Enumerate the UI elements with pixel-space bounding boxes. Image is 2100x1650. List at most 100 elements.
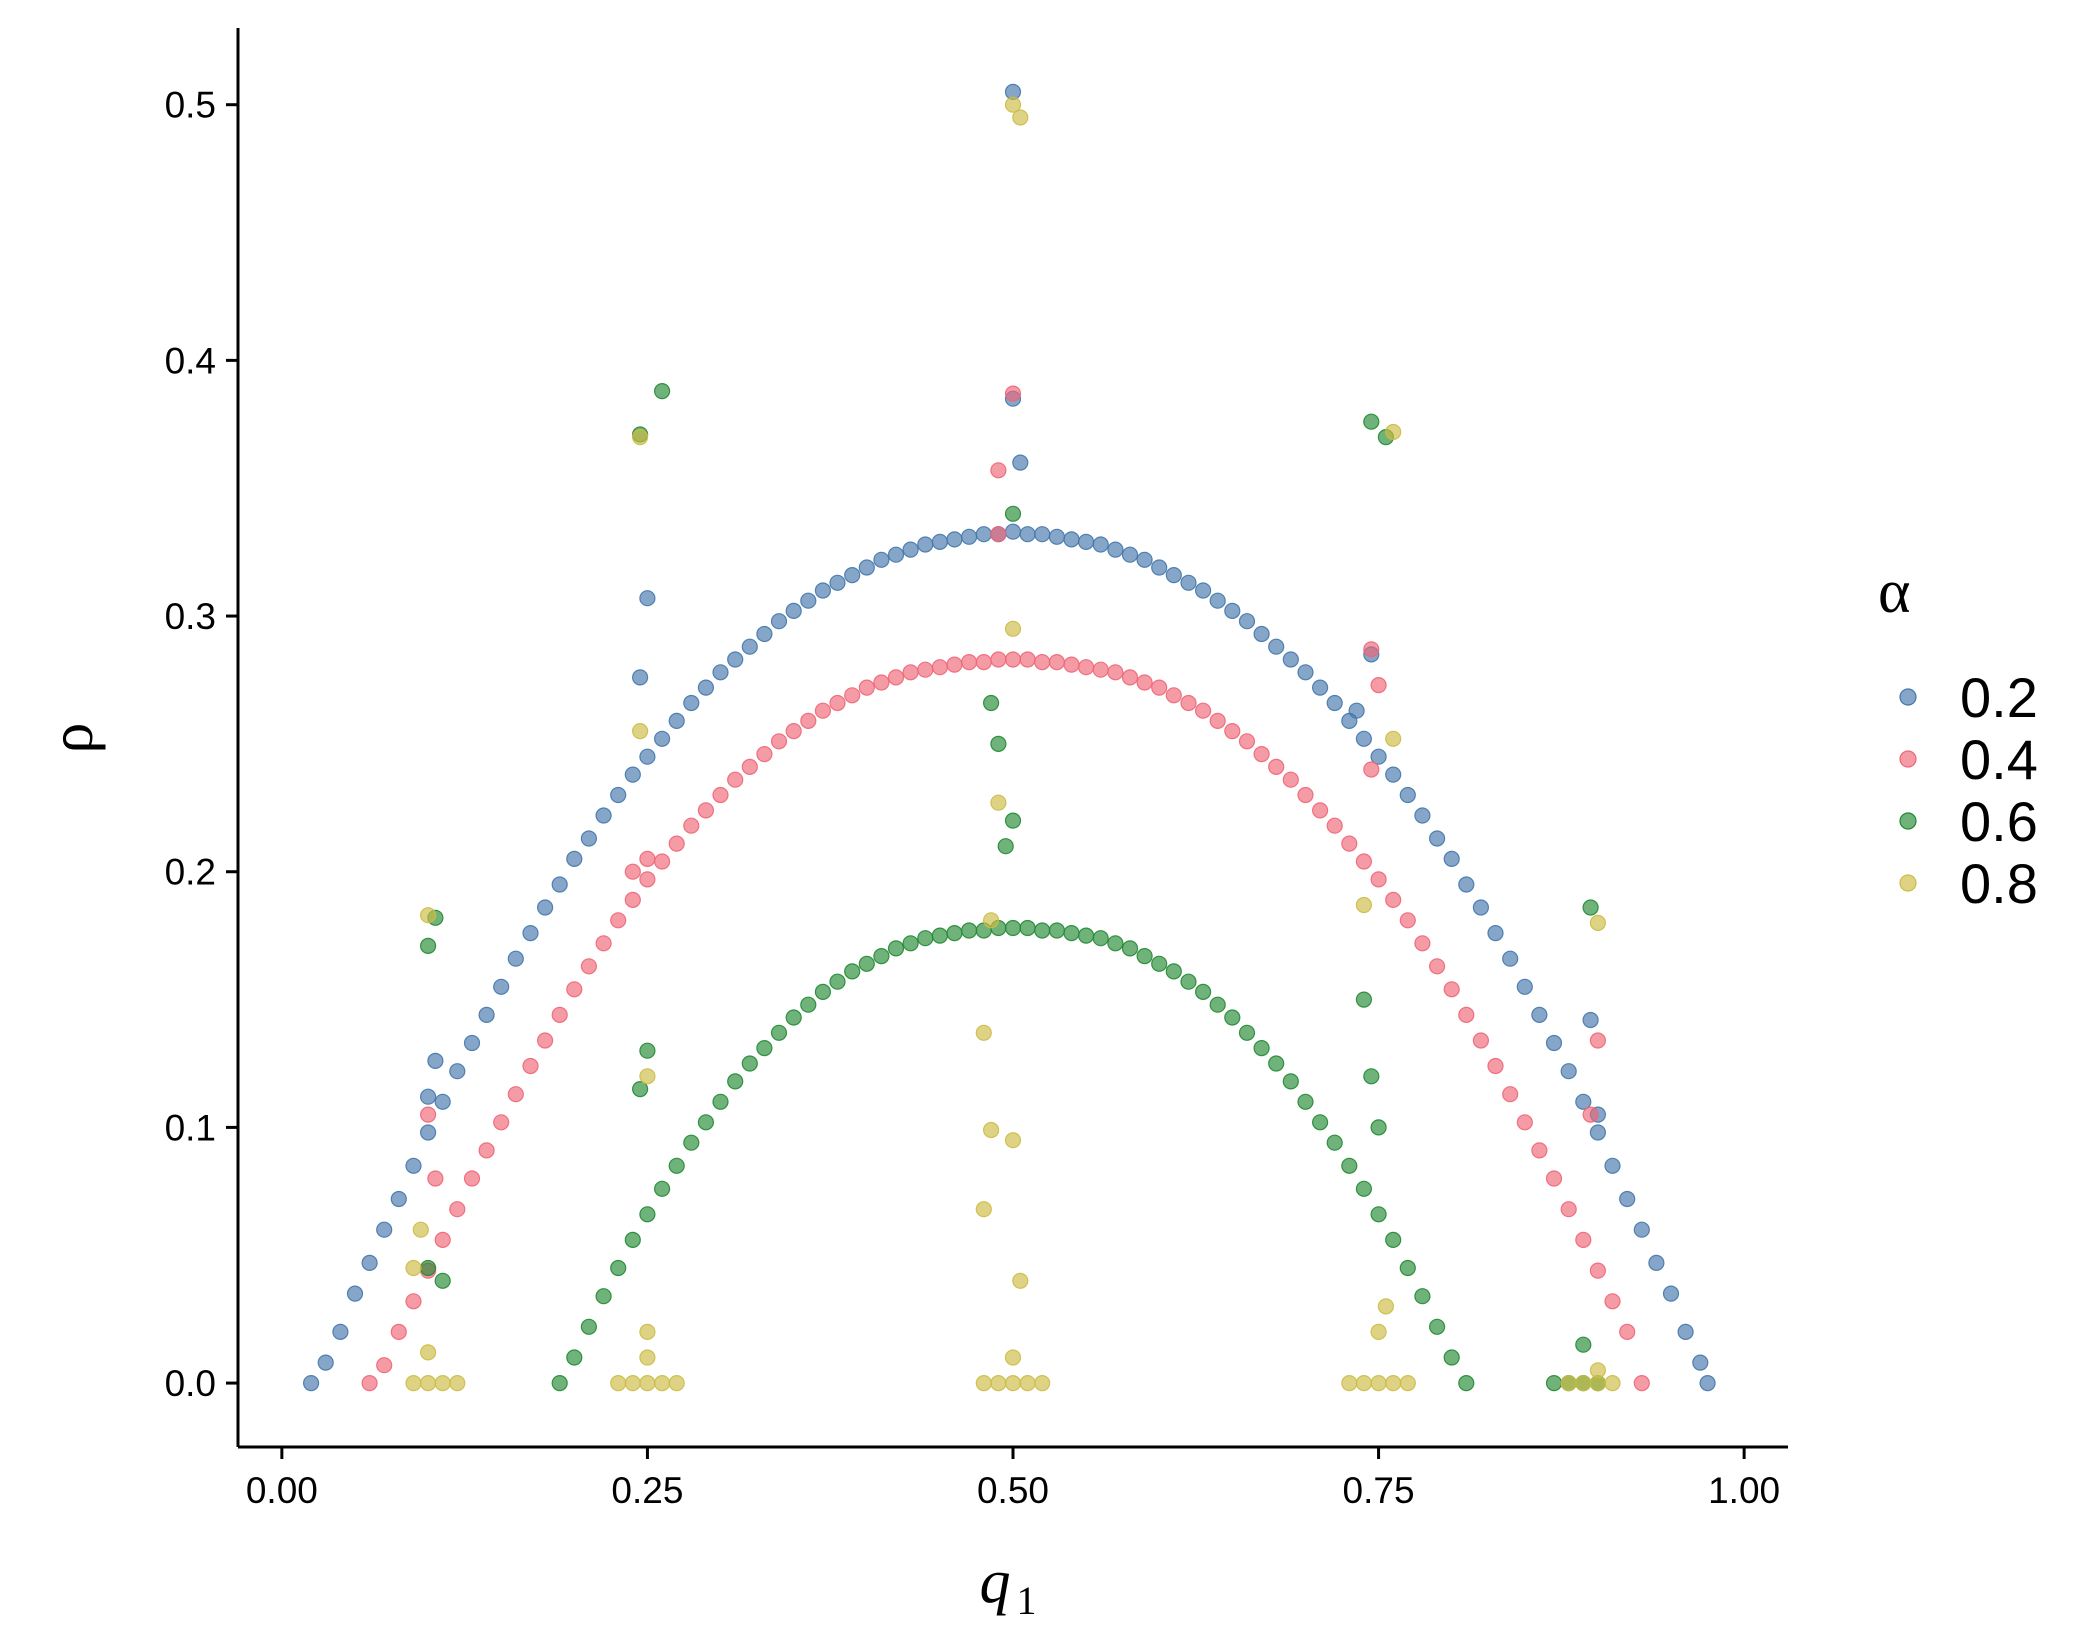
- data-point: [434, 1374, 451, 1392]
- data-point: [624, 1231, 641, 1249]
- data-point: [376, 1357, 393, 1374]
- data-point: [551, 1374, 568, 1392]
- x-tick-label: 1.00: [1708, 1470, 1780, 1511]
- data-point: [507, 1086, 524, 1103]
- y-tick-label: 0.4: [165, 340, 216, 381]
- data-point: [960, 528, 978, 545]
- data-point: [1589, 1032, 1607, 1049]
- data-point: [1004, 1132, 1022, 1149]
- data-point: [420, 1344, 437, 1361]
- data-point: [1151, 559, 1168, 576]
- data-point: [829, 694, 846, 712]
- data-point: [814, 702, 832, 719]
- data-point: [1048, 653, 1066, 671]
- data-point: [1575, 1231, 1592, 1249]
- data-point: [478, 1006, 495, 1024]
- data-point: [1326, 817, 1343, 834]
- points-layer: [303, 83, 1716, 1392]
- data-point: [420, 937, 437, 955]
- data-point: [1385, 423, 1402, 441]
- data-point: [624, 891, 641, 909]
- data-point: [653, 1180, 671, 1197]
- legend-label: 0.2: [1960, 666, 2038, 729]
- data-point: [653, 1374, 671, 1392]
- data-point: [1560, 1201, 1577, 1218]
- data-point: [1692, 1354, 1709, 1371]
- data-point: [1019, 651, 1036, 668]
- data-point: [917, 536, 934, 553]
- data-point: [639, 590, 656, 607]
- data-point: [917, 661, 934, 678]
- data-point: [1619, 1190, 1636, 1208]
- data-point: [631, 429, 649, 446]
- data-point: [1355, 1374, 1373, 1392]
- legend-key: [1899, 750, 1917, 768]
- data-point: [1004, 385, 1022, 402]
- data-point: [1355, 991, 1373, 1008]
- data-point: [1224, 602, 1241, 620]
- data-point: [756, 745, 773, 763]
- y-tick-label: 0.1: [165, 1107, 216, 1148]
- data-point: [975, 653, 992, 671]
- data-point: [1224, 1009, 1241, 1026]
- data-point: [1355, 730, 1373, 747]
- data-point: [727, 771, 744, 788]
- data-point: [405, 1157, 422, 1174]
- data-point: [1238, 613, 1256, 630]
- data-point: [1253, 1039, 1270, 1057]
- data-point: [566, 1349, 583, 1366]
- data-point: [1582, 1011, 1599, 1029]
- data-point: [1633, 1221, 1650, 1238]
- data-point: [1443, 1349, 1460, 1366]
- data-point: [1121, 546, 1139, 563]
- data-point: [1092, 661, 1109, 678]
- y-tick-label: 0.5: [165, 85, 216, 126]
- data-point: [1092, 536, 1109, 553]
- data-point: [449, 1201, 466, 1218]
- data-point: [1458, 1006, 1475, 1024]
- data-point: [1589, 1262, 1607, 1279]
- data-point: [741, 758, 758, 776]
- data-point: [990, 651, 1007, 668]
- data-point: [990, 462, 1007, 479]
- data-point: [785, 1009, 802, 1026]
- data-point: [1297, 1093, 1314, 1110]
- data-point: [858, 679, 875, 696]
- data-point: [1282, 651, 1299, 668]
- data-point: [639, 1068, 656, 1085]
- legend-label: 0.4: [1960, 728, 2038, 791]
- data-point: [1355, 853, 1373, 870]
- data-point: [1004, 651, 1022, 668]
- data-point: [1385, 1374, 1402, 1392]
- data-point: [931, 533, 949, 551]
- data-point: [420, 907, 437, 924]
- data-point: [1589, 1124, 1607, 1141]
- data-point: [975, 1024, 992, 1041]
- data-point: [683, 694, 700, 712]
- data-point: [639, 1323, 656, 1341]
- data-point: [610, 1259, 627, 1277]
- data-point: [1516, 978, 1533, 995]
- data-point: [990, 1374, 1007, 1392]
- data-point: [610, 912, 627, 929]
- data-point: [1194, 702, 1212, 719]
- data-point: [1063, 531, 1080, 548]
- data-point: [1034, 922, 1051, 939]
- x-ticks: 0.00 0.25 0.50 0.75 1.00: [246, 1447, 1780, 1511]
- data-point: [536, 1032, 554, 1049]
- data-point: [1165, 963, 1182, 980]
- data-point: [1428, 1318, 1446, 1335]
- legend-label: 0.6: [1960, 790, 2038, 853]
- data-point: [975, 1201, 992, 1218]
- data-point: [1004, 812, 1022, 829]
- data-point: [1209, 996, 1226, 1013]
- data-point: [580, 958, 598, 975]
- data-point: [631, 722, 649, 740]
- data-point: [1341, 1374, 1358, 1392]
- data-point: [1370, 1374, 1387, 1392]
- data-point: [1019, 919, 1036, 937]
- data-point: [887, 546, 905, 563]
- data-point: [741, 1055, 758, 1072]
- data-point: [1385, 891, 1402, 909]
- data-point: [1443, 981, 1460, 998]
